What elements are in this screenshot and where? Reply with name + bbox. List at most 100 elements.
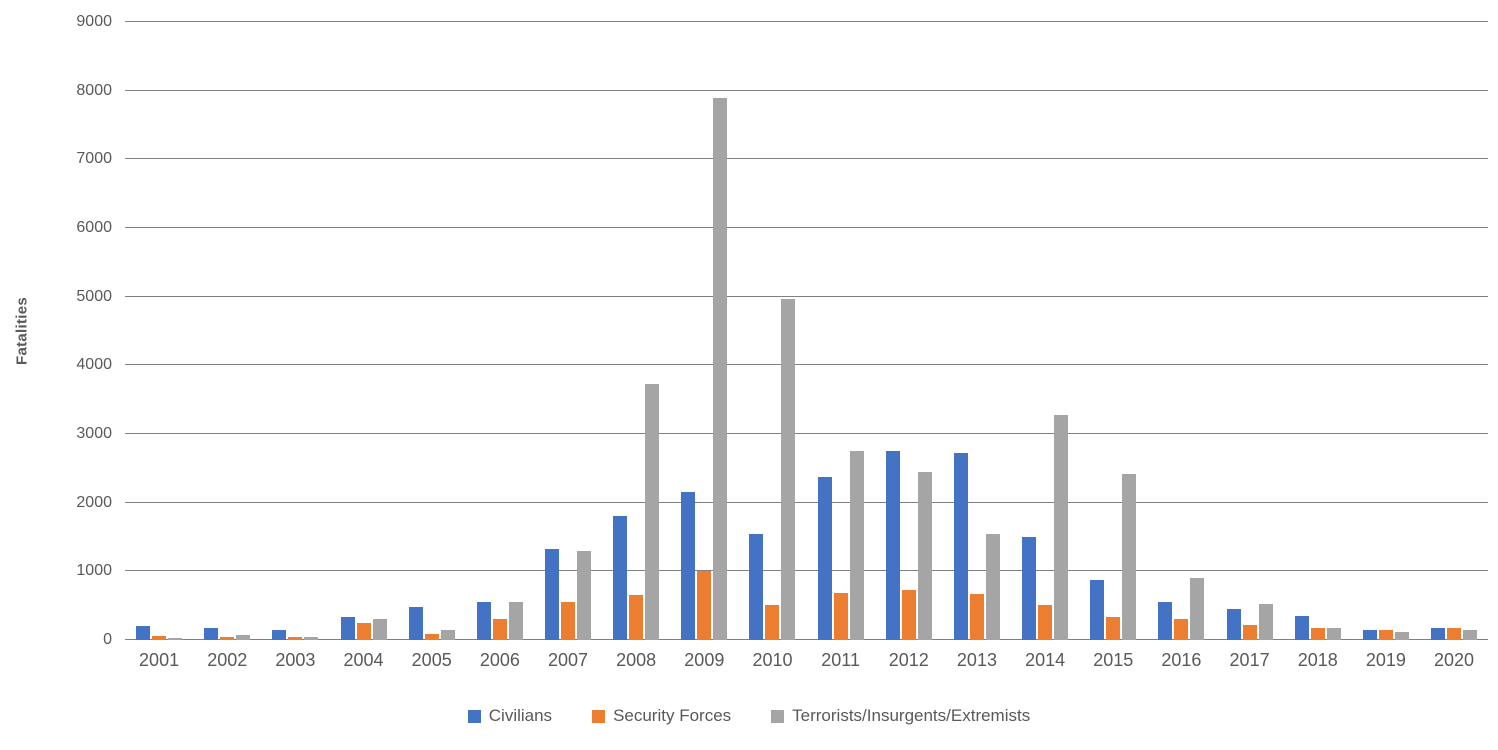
bar [697,571,712,640]
x-axis-labels: 2001 2002 2003 2004 2005 2006 2007 2008 2009 2010… [125,650,1488,671]
bar-group-2020 [1420,22,1488,640]
bar-group-2015 [1079,22,1147,640]
x-tick-label: 2014 [1025,650,1066,670]
legend-swatch-icon [467,709,481,723]
bar [1038,604,1053,640]
bar [545,549,560,640]
gridline [125,21,1488,22]
bar [917,471,932,640]
bar [236,634,251,640]
y-tick-label: 5000 [76,287,112,305]
bar [340,616,355,640]
gridline [125,433,1488,434]
bar-group-2011 [807,22,875,640]
y-tick-label: 6000 [76,219,112,236]
legend-item: Civilians [467,706,552,726]
bar-group-2012 [875,22,943,640]
x-tick-label: 2019 [1365,650,1406,670]
legend-item: Security Forces [592,706,731,726]
bar-group-2019 [1352,22,1420,640]
bar [613,516,628,640]
bar [1226,609,1241,640]
bar [1106,616,1121,640]
x-tick-label: 2009 [684,650,725,670]
bar [817,476,832,640]
legend-label: Terrorists/Insurgents/Extremists [792,706,1031,725]
bar [833,593,848,640]
gridline [125,501,1488,503]
x-tick-label: 2020 [1434,650,1475,670]
gridline [125,639,1488,640]
bar [645,383,660,640]
bar [969,594,984,640]
bar [1447,627,1462,640]
bar [1431,628,1446,640]
x-tick-label: 2008 [616,650,657,670]
bar [136,625,151,640]
bar [1463,629,1478,640]
bar [1294,615,1309,640]
bar [985,533,1000,640]
x-tick-label: 2002 [207,650,248,670]
bar [1090,580,1105,640]
bar-group-2006 [466,22,534,640]
gridline [125,89,1488,91]
x-tick-label: 2016 [1161,650,1202,670]
legend: Civilians Security Forces Terrorists/Insur… [0,706,1498,726]
x-tick-label: 2012 [888,650,929,670]
bar [781,299,796,640]
x-tick-label: 2018 [1297,650,1338,670]
bar [1326,628,1341,640]
y-tick-label: 1000 [76,562,112,580]
bar [629,595,644,640]
bar [1190,578,1205,640]
bar-group-2010 [738,22,806,640]
bar-group-2009 [670,22,738,640]
x-tick-label: 2011 [821,650,860,670]
x-tick-label: 2017 [1229,650,1270,670]
bar [1310,628,1325,640]
bar [272,630,287,640]
y-tick-label: 0 [103,631,112,648]
y-tick-label: 2000 [76,493,112,511]
bar [476,601,491,640]
bar-group-2017 [1216,22,1284,640]
x-tick-label: 2010 [752,650,793,670]
bar [408,607,423,640]
legend-item: Terrorists/Insurgents/Extremists [771,706,1030,726]
x-tick-label: 2001 [139,650,180,670]
y-tick-label: 4000 [76,356,112,374]
bar [1362,629,1377,640]
x-tick-label: 2006 [479,650,520,670]
bar [304,637,319,640]
plot-area [125,21,1488,640]
gridline [125,158,1488,160]
bar-group-2003 [261,22,329,640]
y-tick-label: 3000 [76,425,112,442]
x-tick-label: 2015 [1093,650,1134,670]
bar-group-2014 [1011,22,1079,640]
legend-swatch-icon [592,709,606,723]
x-tick-label: 2003 [275,650,316,670]
bar-group-2007 [534,22,602,640]
bar [1258,603,1273,640]
bar [1394,632,1409,640]
bar [901,589,916,640]
bar [749,533,764,640]
gridline [125,570,1488,572]
bar [356,622,371,640]
gridlines [125,21,1488,640]
legend-label: Security Forces [613,706,732,725]
bar-group-2016 [1147,22,1215,640]
bar [1158,601,1173,640]
bar [577,551,592,640]
bar-group-2008 [602,22,670,640]
bar [168,637,183,640]
bar-group-2018 [1284,22,1352,640]
legend-swatch-icon [771,709,785,723]
bar-group-2005 [398,22,466,640]
bar [152,635,167,640]
bar [372,619,387,640]
bar [1378,630,1393,640]
